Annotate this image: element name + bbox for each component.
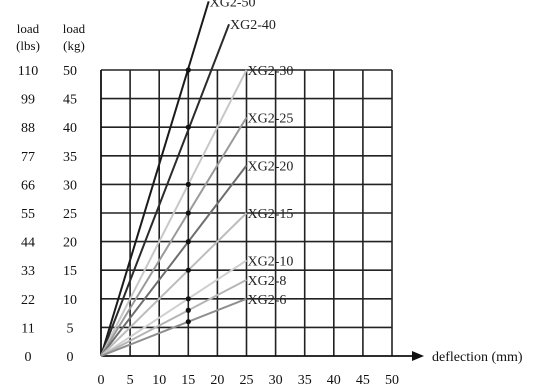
series-label-xg2-30: XG2-30 [248, 64, 294, 79]
y-tick-lbs-22: 22 [21, 293, 35, 308]
x-axis-arrow [412, 351, 424, 361]
x-tick-labels: 0 5 10 15 20 25 30 35 40 45 50 [98, 373, 400, 387]
y-tick-kg-20: 20 [63, 236, 77, 251]
series-label-xg2-15: XG2-15 [248, 207, 294, 222]
y-tick-kg-5: 5 [67, 321, 74, 336]
series-line-xg2-6 [100, 297, 247, 357]
x-tick-45: 45 [356, 373, 370, 387]
series-line-xg2-15 [100, 212, 248, 357]
x-tick-25: 25 [240, 373, 254, 387]
x-tick-5: 5 [127, 373, 134, 387]
series-line-xg2-30 [100, 69, 248, 357]
marker-15-50 [185, 67, 191, 73]
y-tick-lbs-66: 66 [21, 178, 35, 193]
marker-15-6 [185, 319, 191, 325]
x-tick-35: 35 [298, 373, 312, 387]
series-labels: XG2-50 XG2-40 XG2-30 XG2-25 XG2-20 XG2-15 XG2-… [210, 0, 294, 308]
series-label-xg2-40: XG2-40 [230, 18, 276, 33]
series-line-xg2-50 [100, 1, 210, 357]
series-label-xg2-50: XG2-50 [210, 0, 256, 10]
marker-15-30 [185, 181, 191, 187]
x-tick-40: 40 [327, 373, 341, 387]
y-tick-kg-40: 40 [63, 121, 77, 136]
y-tick-lbs-0: 0 [25, 350, 32, 365]
x-tick-50: 50 [385, 373, 399, 387]
series-line-xg2-25 [100, 116, 248, 357]
x-tick-15: 15 [181, 373, 195, 387]
x-tick-0: 0 [98, 373, 105, 387]
y-tick-kg-45: 45 [63, 93, 77, 108]
x-tick-10: 10 [152, 373, 166, 387]
lbs-header-line2: (lbs) [16, 38, 40, 53]
series-label-xg2-10: XG2-10 [248, 254, 294, 269]
y-tick-lbs-44: 44 [21, 236, 35, 251]
marker-15-25 [185, 210, 191, 216]
y-tick-lbs-33: 33 [21, 264, 35, 279]
y-tick-kg-50: 50 [63, 64, 77, 79]
y-tick-kg-25: 25 [63, 207, 77, 222]
y-tick-kg-0: 0 [67, 350, 74, 365]
series-line-xg2-40 [100, 23, 230, 357]
kg-header-line1: load [63, 21, 86, 36]
y-tick-kg-30: 30 [63, 178, 77, 193]
y-tick-kg-15: 15 [63, 264, 77, 279]
marker-15-20 [185, 239, 191, 245]
series-label-xg2-6: XG2-6 [248, 293, 287, 308]
y-tick-kg-35: 35 [63, 150, 77, 165]
marker-15-15 [185, 267, 191, 273]
y-tick-lbs-110: 110 [18, 64, 38, 79]
lbs-header-line1: load [17, 21, 40, 36]
y-tick-lbs-77: 77 [21, 150, 35, 165]
series-line-xg2-10 [100, 259, 248, 357]
grid [101, 69, 393, 356]
marker-15-40 [185, 124, 191, 130]
series-markers [185, 67, 191, 325]
y-tick-lbs-99: 99 [21, 93, 35, 108]
marker-15-8 [185, 307, 191, 313]
y-tick-kg-10: 10 [63, 293, 77, 308]
series-label-xg2-20: XG2-20 [248, 160, 294, 175]
x-tick-20: 20 [210, 373, 224, 387]
y-tick-lbs-88: 88 [21, 121, 35, 136]
x-axis-label: deflection (mm) [432, 350, 523, 365]
y-tick-labels: 0 0 11 5 22 10 33 15 44 20 55 25 66 30 77 35 88 40 99 45 110… [18, 64, 77, 365]
kg-header-line2: (kg) [63, 38, 85, 53]
y-tick-lbs-55: 55 [21, 207, 35, 222]
series-line-xg2-20 [100, 164, 248, 357]
y-tick-lbs-11: 11 [21, 321, 34, 336]
axes [100, 70, 424, 361]
series-label-xg2-25: XG2-25 [248, 111, 294, 126]
series-line-xg2-8 [100, 279, 247, 357]
series-label-xg2-8: XG2-8 [248, 274, 287, 289]
series-lines [100, 1, 248, 357]
marker-15-10 [185, 296, 191, 302]
x-tick-30: 30 [269, 373, 283, 387]
